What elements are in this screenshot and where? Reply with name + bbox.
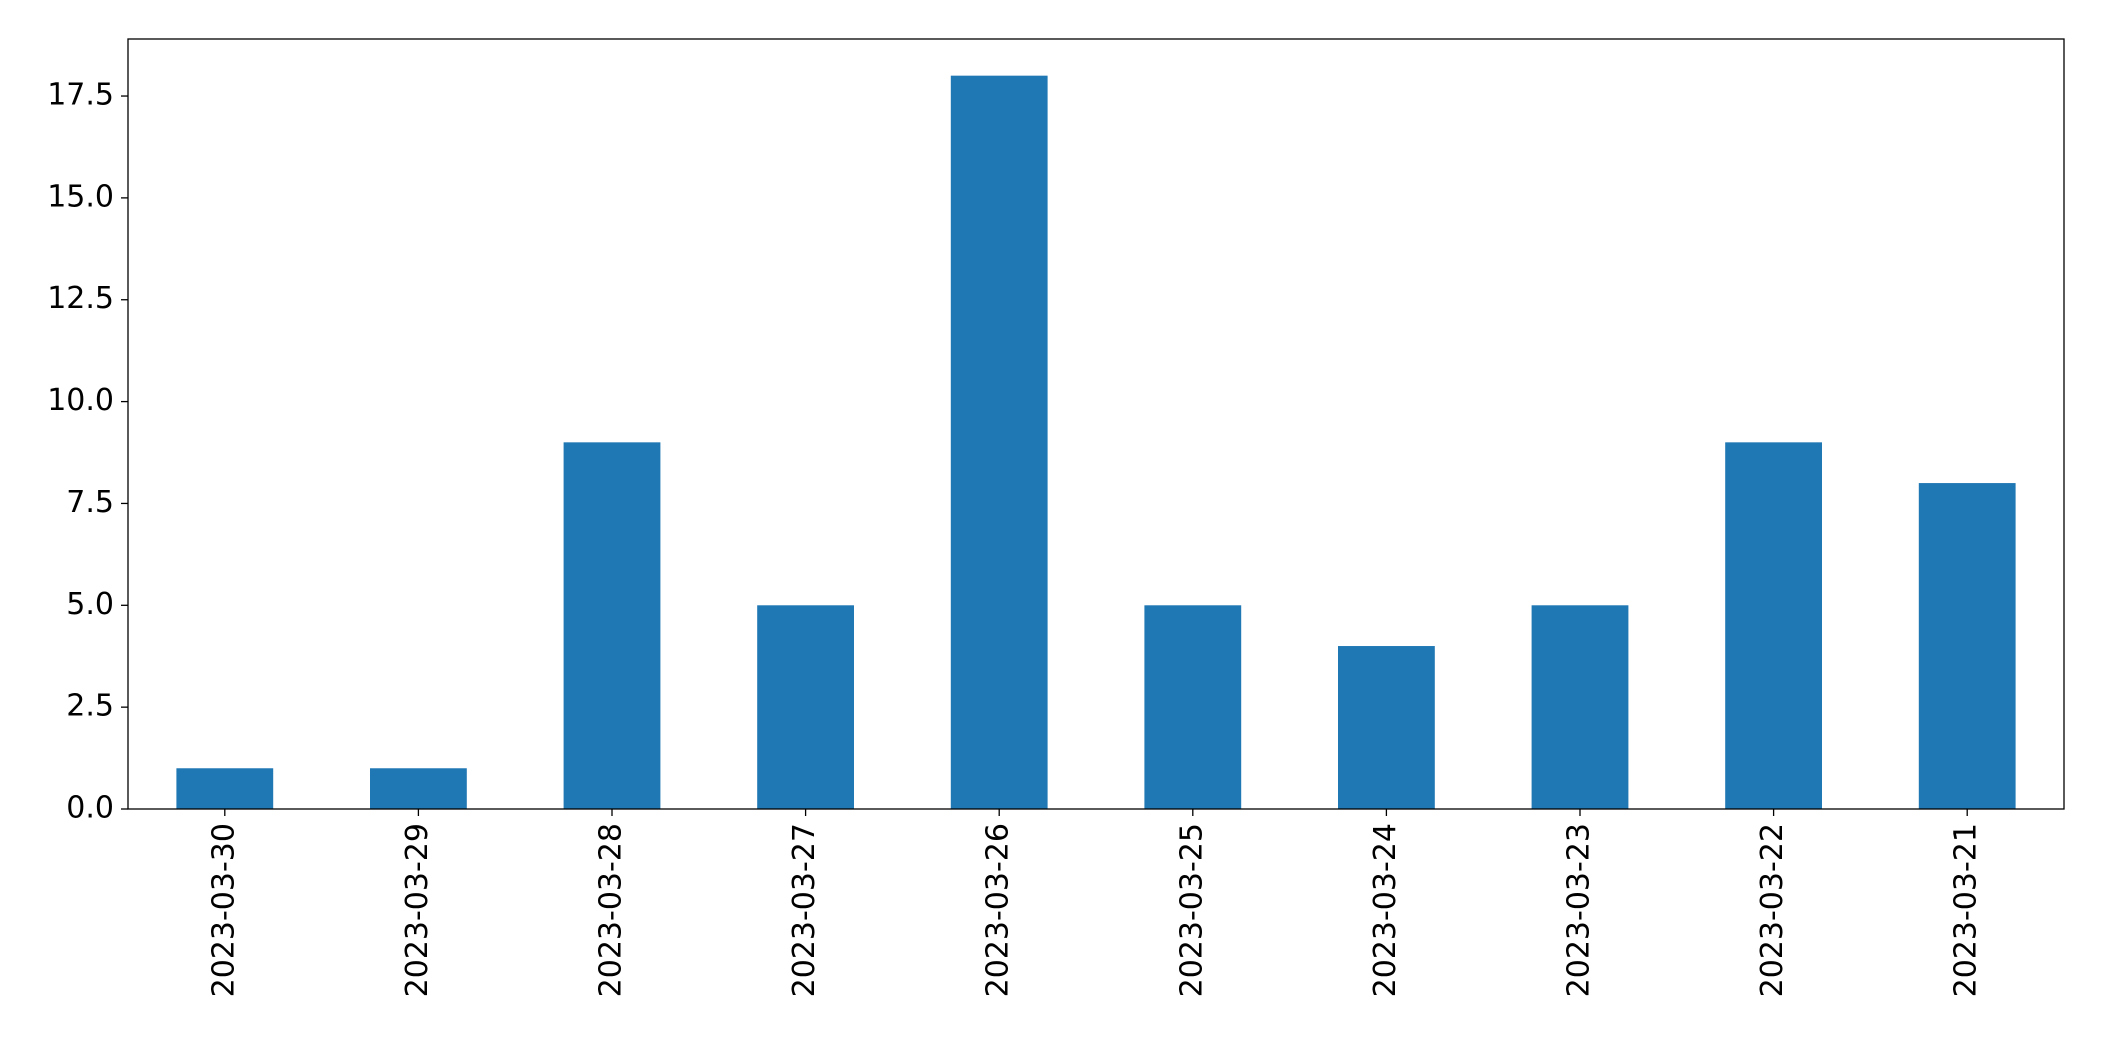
x-tick-label: 2023-03-25	[1174, 823, 1209, 997]
y-tick-label: 5.0	[66, 587, 114, 622]
bar	[950, 75, 1048, 809]
y-tick-label: 12.5	[47, 281, 114, 316]
x-tick-label: 2023-03-27	[787, 823, 822, 997]
y-tick-label: 7.5	[66, 485, 114, 520]
y-tick-label: 17.5	[47, 78, 114, 113]
bar	[1531, 605, 1629, 809]
y-tick-label: 2.5	[66, 689, 114, 724]
x-tick-label: 2023-03-24	[1368, 823, 1403, 997]
x-tick-label: 2023-03-22	[1755, 823, 1790, 997]
y-tick-label: 15.0	[47, 179, 114, 214]
bar	[1338, 646, 1435, 809]
bar	[176, 768, 274, 809]
x-tick-label: 2023-03-23	[1562, 823, 1597, 997]
bar	[1918, 483, 2016, 809]
bar	[563, 442, 661, 809]
bar	[1144, 605, 1242, 809]
bar	[757, 605, 854, 809]
x-tick-label: 2023-03-29	[400, 823, 435, 997]
x-tick-label: 2023-03-30	[206, 823, 241, 997]
y-tick-label: 10.0	[47, 383, 114, 418]
plot-frame	[127, 38, 2065, 810]
x-tick-label: 2023-03-28	[594, 823, 629, 997]
bar	[370, 768, 467, 809]
x-tick-label: 2023-03-21	[1949, 823, 1984, 997]
bar	[1725, 442, 1822, 809]
y-tick-label: 0.0	[66, 791, 114, 826]
x-tick-label: 2023-03-26	[981, 823, 1016, 997]
